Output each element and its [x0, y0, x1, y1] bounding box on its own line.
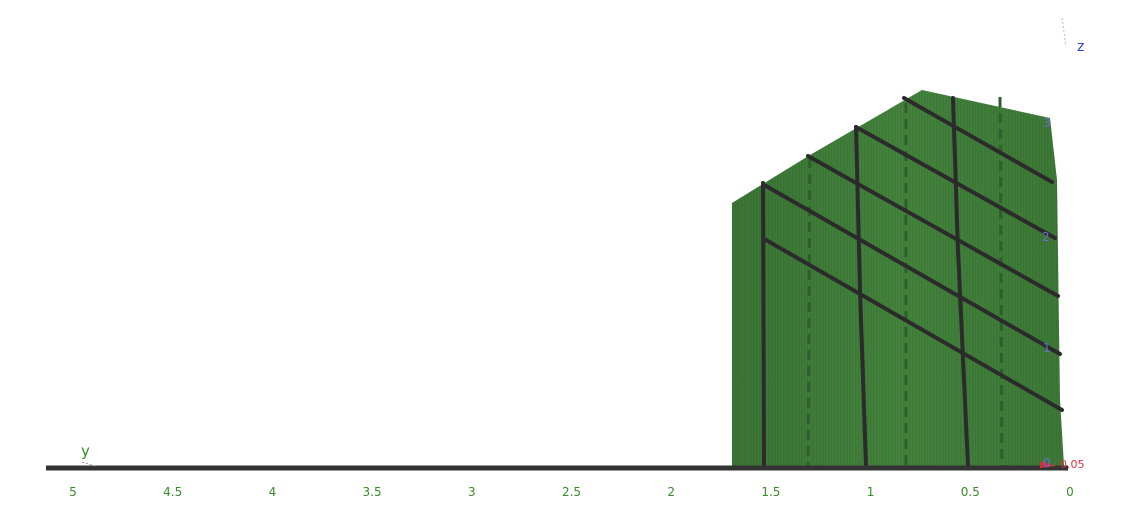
surface-grid-vertical-line [854, 125, 868, 468]
z-axis-origin-mark [1061, 17, 1067, 47]
y-axis-label: y [81, 442, 90, 460]
z-tick-label: 3 [1043, 116, 1051, 130]
y-tick-label: 2.5 [562, 485, 581, 499]
grid-layer [761, 96, 1064, 468]
y-tick-label: 3 [468, 485, 476, 499]
y-tick-labels: 5 4.5 4 3.5 3 2.5 2 1.5 1 0.5 0 [69, 485, 1074, 499]
surface-layer [732, 90, 1064, 466]
y-tick-label: 0.5 [961, 485, 980, 499]
surface-texture-overlay [732, 90, 1064, 466]
surface-grid-vertical-line [951, 96, 970, 468]
surface-grid-diagonal-line [806, 154, 1060, 298]
surface-grid-diagonal-line [902, 96, 1054, 184]
surface-grid-diagonal-line [764, 238, 1064, 412]
z-tick-label: 1 [1043, 341, 1051, 355]
z-tick-label: 0 [1043, 456, 1051, 470]
y-tick-label: 4 [269, 485, 277, 499]
y-tick-label: 0 [1066, 485, 1074, 499]
z-tick-labels: 3 2 1 0 [1042, 116, 1051, 470]
axis-layer: y z 0.05 [46, 17, 1085, 471]
y-tick-label: 1.5 [761, 485, 780, 499]
y-tick-label: 2 [667, 485, 675, 499]
surface-grid-dashed-line [998, 96, 1004, 467]
y-tick-label: 4.5 [163, 485, 182, 499]
z-axis-label: z [1077, 39, 1084, 55]
y-tick-label: 3.5 [363, 485, 382, 499]
y-axis-origin-mark [81, 461, 96, 467]
z-tick-label: 2 [1042, 230, 1050, 244]
surface-grid-vertical-line [761, 181, 766, 468]
y-tick-label: 1 [867, 485, 875, 499]
surface-grid-diagonal-line [764, 184, 1062, 356]
x-axis-tick-label: 0.05 [1060, 458, 1085, 471]
x-axis-arrow [1040, 461, 1056, 468]
y-tick-label: 5 [69, 485, 77, 499]
